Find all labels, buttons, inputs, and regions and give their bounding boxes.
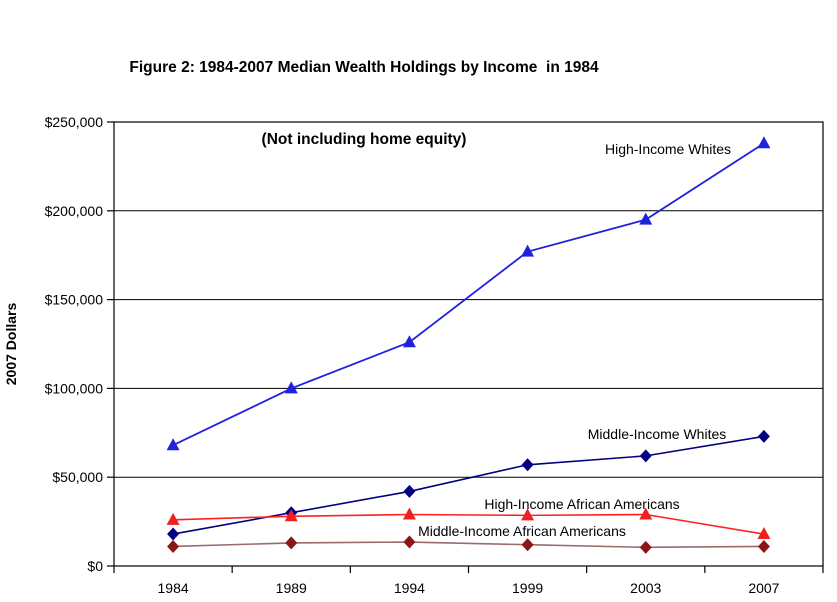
x-tick-label: 1994 [394,580,425,596]
y-tick-label: $0 [87,558,103,574]
diamond-marker-middle-income-african-americans [167,539,180,553]
triangle-marker-high-income-african-americans [402,507,416,520]
triangle-marker-high-income-whites [284,381,298,394]
triangle-marker-high-income-whites [521,244,535,257]
plot-area: $0 $50,000 $100,000 $150,000 $200,000 $250,00… [45,114,824,596]
x-tick-label: 1984 [158,580,189,596]
triangle-marker-high-income-african-americans [166,512,180,525]
y-tick-label: $250,000 [45,114,104,130]
diamond-marker-middle-income-african-americans [639,540,652,554]
x-tick-label: 1999 [512,580,543,596]
triangle-marker-high-income-african-americans [639,507,653,520]
triangle-marker-high-income-whites [402,335,416,348]
diamond-marker-middle-income-african-americans [757,539,770,553]
triangle-marker-high-income-whites [166,438,180,451]
chart-title: Figure 2: 1984-2007 Median Wealth Holdin… [0,8,728,200]
diamond-marker-middle-income-whites [167,527,180,541]
triangle-marker-high-income-african-americans [284,509,298,522]
series-label-middle-income-whites: Middle-Income Whites [588,426,727,442]
x-tick-label: 2007 [748,580,779,596]
diamond-marker-middle-income-whites [639,449,652,463]
chart-title-line1: Figure 2: 1984-2007 Median Wealth Holdin… [129,59,599,76]
x-tick-label: 1989 [276,580,307,596]
series-label-high-income-whites: High-Income Whites [605,141,731,157]
series-line-high-income-african-americans [173,513,765,535]
chart-title-line2: (Not including home equity) [261,131,467,148]
diamond-marker-middle-income-whites [403,484,416,498]
series-line-middle-income-african-americans [173,541,764,549]
diamond-marker-middle-income-african-americans [403,535,416,549]
triangle-marker-high-income-whites [639,212,653,225]
y-tick-label: $50,000 [52,469,103,485]
triangle-marker-high-income-african-americans [521,508,535,521]
y-tick-label: $100,000 [45,380,104,396]
series-line-high-income-whites [172,142,765,447]
diamond-marker-middle-income-african-americans [285,536,298,550]
y-tick-label: $200,000 [45,203,104,219]
triangle-marker-high-income-african-americans [757,527,771,540]
plot-border [113,121,824,567]
series-label-middle-income-african-americans: Middle-Income African Americans [418,523,626,539]
y-tick-label: $150,000 [45,292,104,308]
diamond-marker-middle-income-whites [757,429,770,443]
y-axis-title: 2007 Dollars [3,303,19,386]
series-label-high-income-african-americans: High-Income African Americans [484,496,679,512]
x-tick-label: 2003 [630,580,661,596]
diamond-marker-middle-income-whites [521,458,534,472]
diamond-marker-middle-income-african-americans [521,538,534,552]
triangle-marker-high-income-whites [757,136,771,149]
